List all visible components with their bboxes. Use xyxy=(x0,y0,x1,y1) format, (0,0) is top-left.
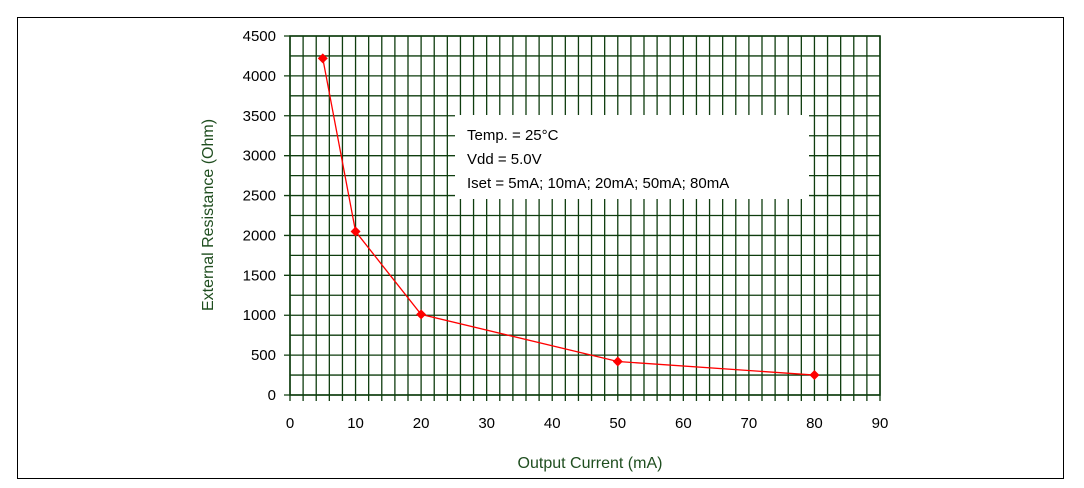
data-point-marker xyxy=(317,53,328,64)
x-tick-label: 0 xyxy=(286,415,294,432)
data-point-marker xyxy=(612,356,623,367)
x-tick-label: 80 xyxy=(806,415,823,432)
x-tick-label: 70 xyxy=(741,415,758,432)
x-tick-label: 10 xyxy=(347,415,364,432)
y-tick-label: 2500 xyxy=(243,188,276,205)
y-tick-label: 4000 xyxy=(243,68,276,85)
y-tick-label: 4500 xyxy=(243,28,276,45)
x-tick-label: 90 xyxy=(872,415,889,432)
annotation-iset: Iset = 5mA; 10mA; 20mA; 50mA; 80mA xyxy=(467,175,730,192)
conditions-annotation: Temp. = 25°C Vdd = 5.0V Iset = 5mA; 10mA… xyxy=(455,115,809,199)
annotation-temp: Temp. = 25°C xyxy=(467,127,559,144)
x-tick-label: 40 xyxy=(544,415,561,432)
x-tick-label: 50 xyxy=(609,415,626,432)
grid-lines xyxy=(284,35,881,401)
data-point-marker xyxy=(809,370,820,381)
x-tick-label: 60 xyxy=(675,415,692,432)
plot-area-border xyxy=(289,35,881,396)
y-tick-label: 1500 xyxy=(243,267,276,284)
series-line xyxy=(322,58,815,376)
y-tick-label: 3500 xyxy=(243,108,276,125)
x-tick-label: 30 xyxy=(478,415,495,432)
y-tick-label: 500 xyxy=(251,347,276,364)
y-tick-label: 3000 xyxy=(243,148,276,165)
y-tick-label: 1000 xyxy=(243,307,276,324)
x-tick-label: 20 xyxy=(413,415,430,432)
annotation-vdd: Vdd = 5.0V xyxy=(467,151,542,168)
y-tick-label: 2000 xyxy=(243,227,276,244)
y-tick-label: 0 xyxy=(268,387,276,404)
figure-frame xyxy=(17,17,1064,479)
y-axis-title: External Resistance (Ohm) xyxy=(200,119,217,311)
plot-border xyxy=(289,35,881,396)
y-tick-labels: 0 500 1000 1500 2000 2500 3000 3500 4000 4500 xyxy=(243,28,276,404)
data-series xyxy=(317,53,820,381)
data-point-marker xyxy=(350,226,361,237)
x-axis-title: Output Current (mA) xyxy=(518,455,663,472)
x-tick-labels: 0 10 20 30 40 50 60 70 80 90 xyxy=(286,415,889,432)
data-point-marker xyxy=(416,309,427,320)
